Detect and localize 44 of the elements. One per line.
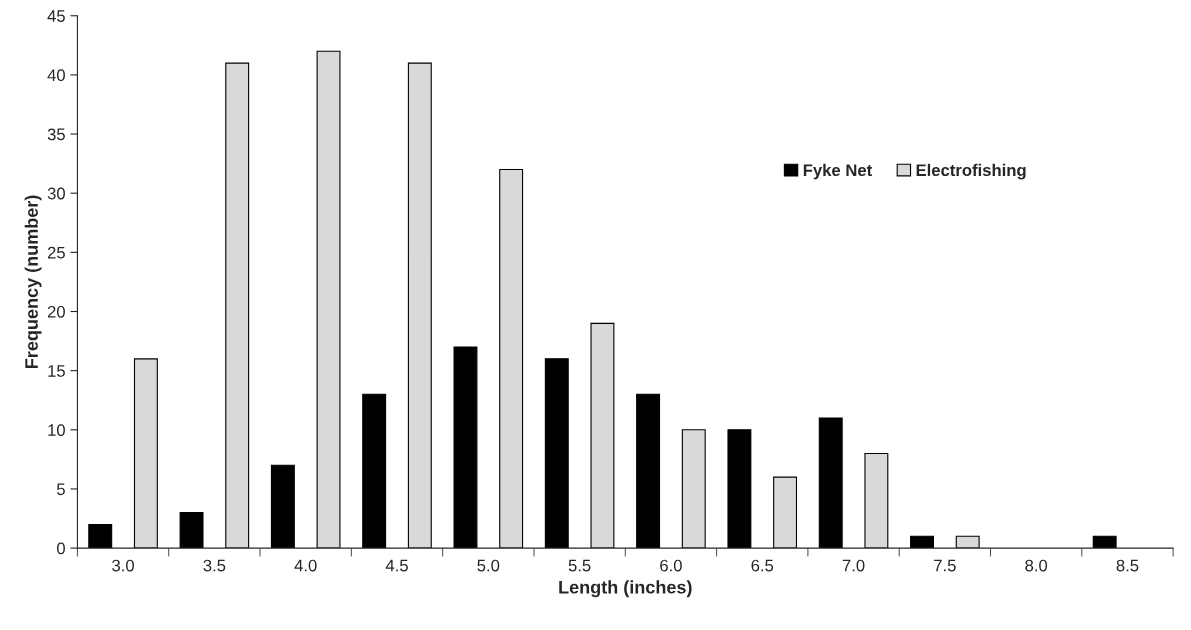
- x-tick-label: 6.0: [660, 559, 682, 572]
- y-tick-label: 5: [57, 483, 65, 496]
- bar: [636, 393, 661, 549]
- bar: [133, 358, 158, 549]
- x-tick-label: 4.0: [294, 559, 317, 572]
- bar: [362, 393, 387, 549]
- x-tick-label: 3.0: [112, 559, 134, 572]
- bar: [179, 512, 204, 549]
- x-tick-label: 8.0: [1025, 559, 1048, 572]
- y-tick-label: 25: [47, 246, 65, 259]
- y-tick-label: 35: [47, 128, 65, 141]
- x-tick-label: 8.5: [1116, 559, 1139, 572]
- y-tick-label: 10: [48, 424, 65, 436]
- y-tick-label: 20: [47, 305, 65, 318]
- bar: [499, 168, 524, 549]
- bar: [681, 429, 706, 549]
- x-tick-label: 7.0: [842, 559, 865, 572]
- x-tick-label: 5.0: [477, 559, 500, 572]
- y-tick-label: 45: [47, 10, 65, 22]
- bar: [88, 523, 113, 549]
- bar: [864, 452, 889, 549]
- x-axis-title: Length (inches): [559, 580, 692, 598]
- bar: [270, 464, 295, 549]
- x-tick-label: 7.5: [934, 559, 956, 572]
- x-tick-label: 5.5: [568, 559, 591, 572]
- legend-label: Fyke Net: [803, 163, 872, 180]
- bar: [407, 62, 432, 549]
- y-axis-title: Frequency (number): [24, 195, 42, 368]
- bar: [773, 476, 798, 549]
- bar: [453, 346, 478, 549]
- y-tick-label: 0: [56, 542, 65, 555]
- y-tick-label: 15: [48, 365, 65, 377]
- bar: [590, 322, 615, 549]
- x-tick-label: 3.5: [203, 559, 226, 572]
- legend-label: Electrofishing: [916, 163, 1026, 180]
- x-tick-label: 6.5: [751, 559, 774, 572]
- y-tick-label: 40: [47, 69, 65, 82]
- bar: [225, 62, 250, 549]
- bar: [727, 429, 752, 549]
- bar: [316, 50, 341, 549]
- x-tick-label: 4.5: [385, 559, 408, 572]
- bar: [818, 417, 843, 549]
- bar: [544, 358, 569, 549]
- y-tick-label: 30: [47, 187, 65, 200]
